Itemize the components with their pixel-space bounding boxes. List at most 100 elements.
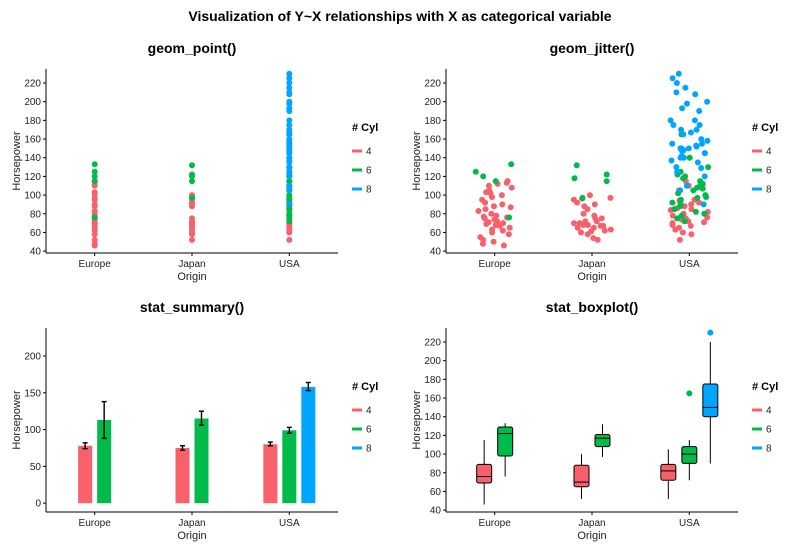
data-point [286, 89, 293, 96]
y-tick-label: 200 [424, 356, 441, 367]
data-point [682, 84, 689, 91]
data-point [669, 212, 676, 219]
y-tick-label: 100 [24, 191, 41, 202]
data-point [490, 203, 497, 210]
data-point [480, 213, 487, 220]
data-point [590, 224, 597, 231]
data-point [493, 212, 500, 219]
data-point [286, 164, 293, 171]
legend-entry-label: 6 [366, 425, 372, 436]
data-point [286, 84, 293, 91]
x-tick-label: Europe [479, 259, 512, 270]
box [573, 464, 590, 488]
y-tick-label: 120 [424, 431, 441, 442]
x-tick-label: USA [279, 518, 300, 529]
data-point [286, 136, 293, 143]
panel-title: geom_jitter() [550, 40, 635, 56]
legend-entry-label: 6 [766, 425, 772, 436]
data-point [91, 214, 98, 221]
data-point [91, 161, 98, 168]
y-tick-label: 220 [424, 79, 441, 90]
data-point [680, 131, 687, 138]
data-point [669, 220, 676, 227]
data-point [506, 224, 513, 231]
y-tick-label: 80 [430, 209, 442, 220]
legend: # Cyl 4 6 8 [352, 381, 378, 455]
data-point [676, 236, 683, 243]
data-point [670, 122, 677, 128]
bar [301, 386, 316, 504]
data-point [603, 178, 610, 185]
data-point [590, 235, 597, 242]
data-point [678, 212, 685, 219]
data-point [701, 210, 708, 217]
data-point [688, 201, 695, 208]
data-point [507, 204, 514, 211]
x-tick-label: Europe [479, 518, 512, 529]
data-point [607, 194, 614, 201]
bar [97, 420, 112, 504]
y-axis-label: Horsepower [411, 390, 423, 450]
legend-entry-label: 4 [366, 147, 372, 158]
data-point [667, 117, 674, 124]
data-point [499, 201, 506, 208]
data-point [677, 201, 684, 208]
data-point [607, 226, 614, 233]
data-point [705, 164, 712, 171]
data-point [671, 206, 678, 213]
x-axis-label: Origin [177, 530, 206, 542]
data-point [480, 173, 487, 180]
y-tick-label: 160 [424, 394, 441, 405]
y-tick-label: 160 [424, 135, 441, 146]
y-tick-label: 220 [424, 338, 441, 349]
panel-0: geom_point() 40 60 80 100 120 140 160 180 200 220 E… [11, 40, 378, 283]
x-axis-label: Origin [577, 271, 606, 283]
x-tick-label: Europe [79, 518, 112, 529]
y-tick-label: 40 [30, 247, 42, 258]
data-point [701, 219, 707, 226]
y-tick-label: 100 [424, 450, 441, 461]
legend-title: # Cyl [352, 122, 378, 134]
panel-2: stat_summary() 0 50 100 150 200 Europe Japan USA… [11, 299, 378, 542]
data-point [601, 227, 608, 234]
data-point [691, 117, 698, 124]
y-axis-label: Horsepower [11, 131, 23, 191]
data-point [286, 105, 293, 112]
data-point [189, 194, 195, 201]
x-tick-label: Japan [578, 259, 605, 270]
data-point [482, 206, 489, 213]
data-point [189, 162, 195, 169]
legend: # Cyl 4 6 8 [352, 122, 378, 196]
data-point [500, 242, 507, 249]
data-point [475, 208, 482, 214]
y-tick-label: 120 [24, 172, 41, 183]
data-point [681, 218, 688, 225]
data-point [286, 178, 293, 185]
bar [78, 445, 93, 504]
y-tick-label: 60 [430, 228, 442, 239]
data-point [678, 126, 685, 133]
box [594, 433, 611, 448]
box-outlier [707, 329, 714, 336]
legend-entry-label: 4 [766, 147, 772, 158]
data-point [698, 136, 705, 143]
data-point [580, 210, 587, 217]
panel-1: geom_jitter() 40 60 80 100 120 140 160 180 200 220… [411, 40, 778, 283]
data-point [91, 201, 98, 208]
legend: # Cyl 4 6 8 [752, 122, 778, 196]
box [681, 446, 698, 464]
y-tick-label: 140 [424, 153, 441, 164]
data-point [603, 171, 610, 178]
data-point [485, 219, 492, 226]
y-tick-label: 40 [430, 247, 442, 258]
data-point [286, 70, 293, 77]
bar [282, 430, 297, 504]
data-point [677, 196, 684, 203]
data-point [685, 145, 692, 152]
data-point [693, 126, 700, 133]
data-point [508, 184, 515, 191]
data-point [286, 126, 293, 133]
data-point [570, 196, 577, 203]
data-point [582, 218, 589, 225]
panel-title: geom_point() [148, 40, 237, 56]
